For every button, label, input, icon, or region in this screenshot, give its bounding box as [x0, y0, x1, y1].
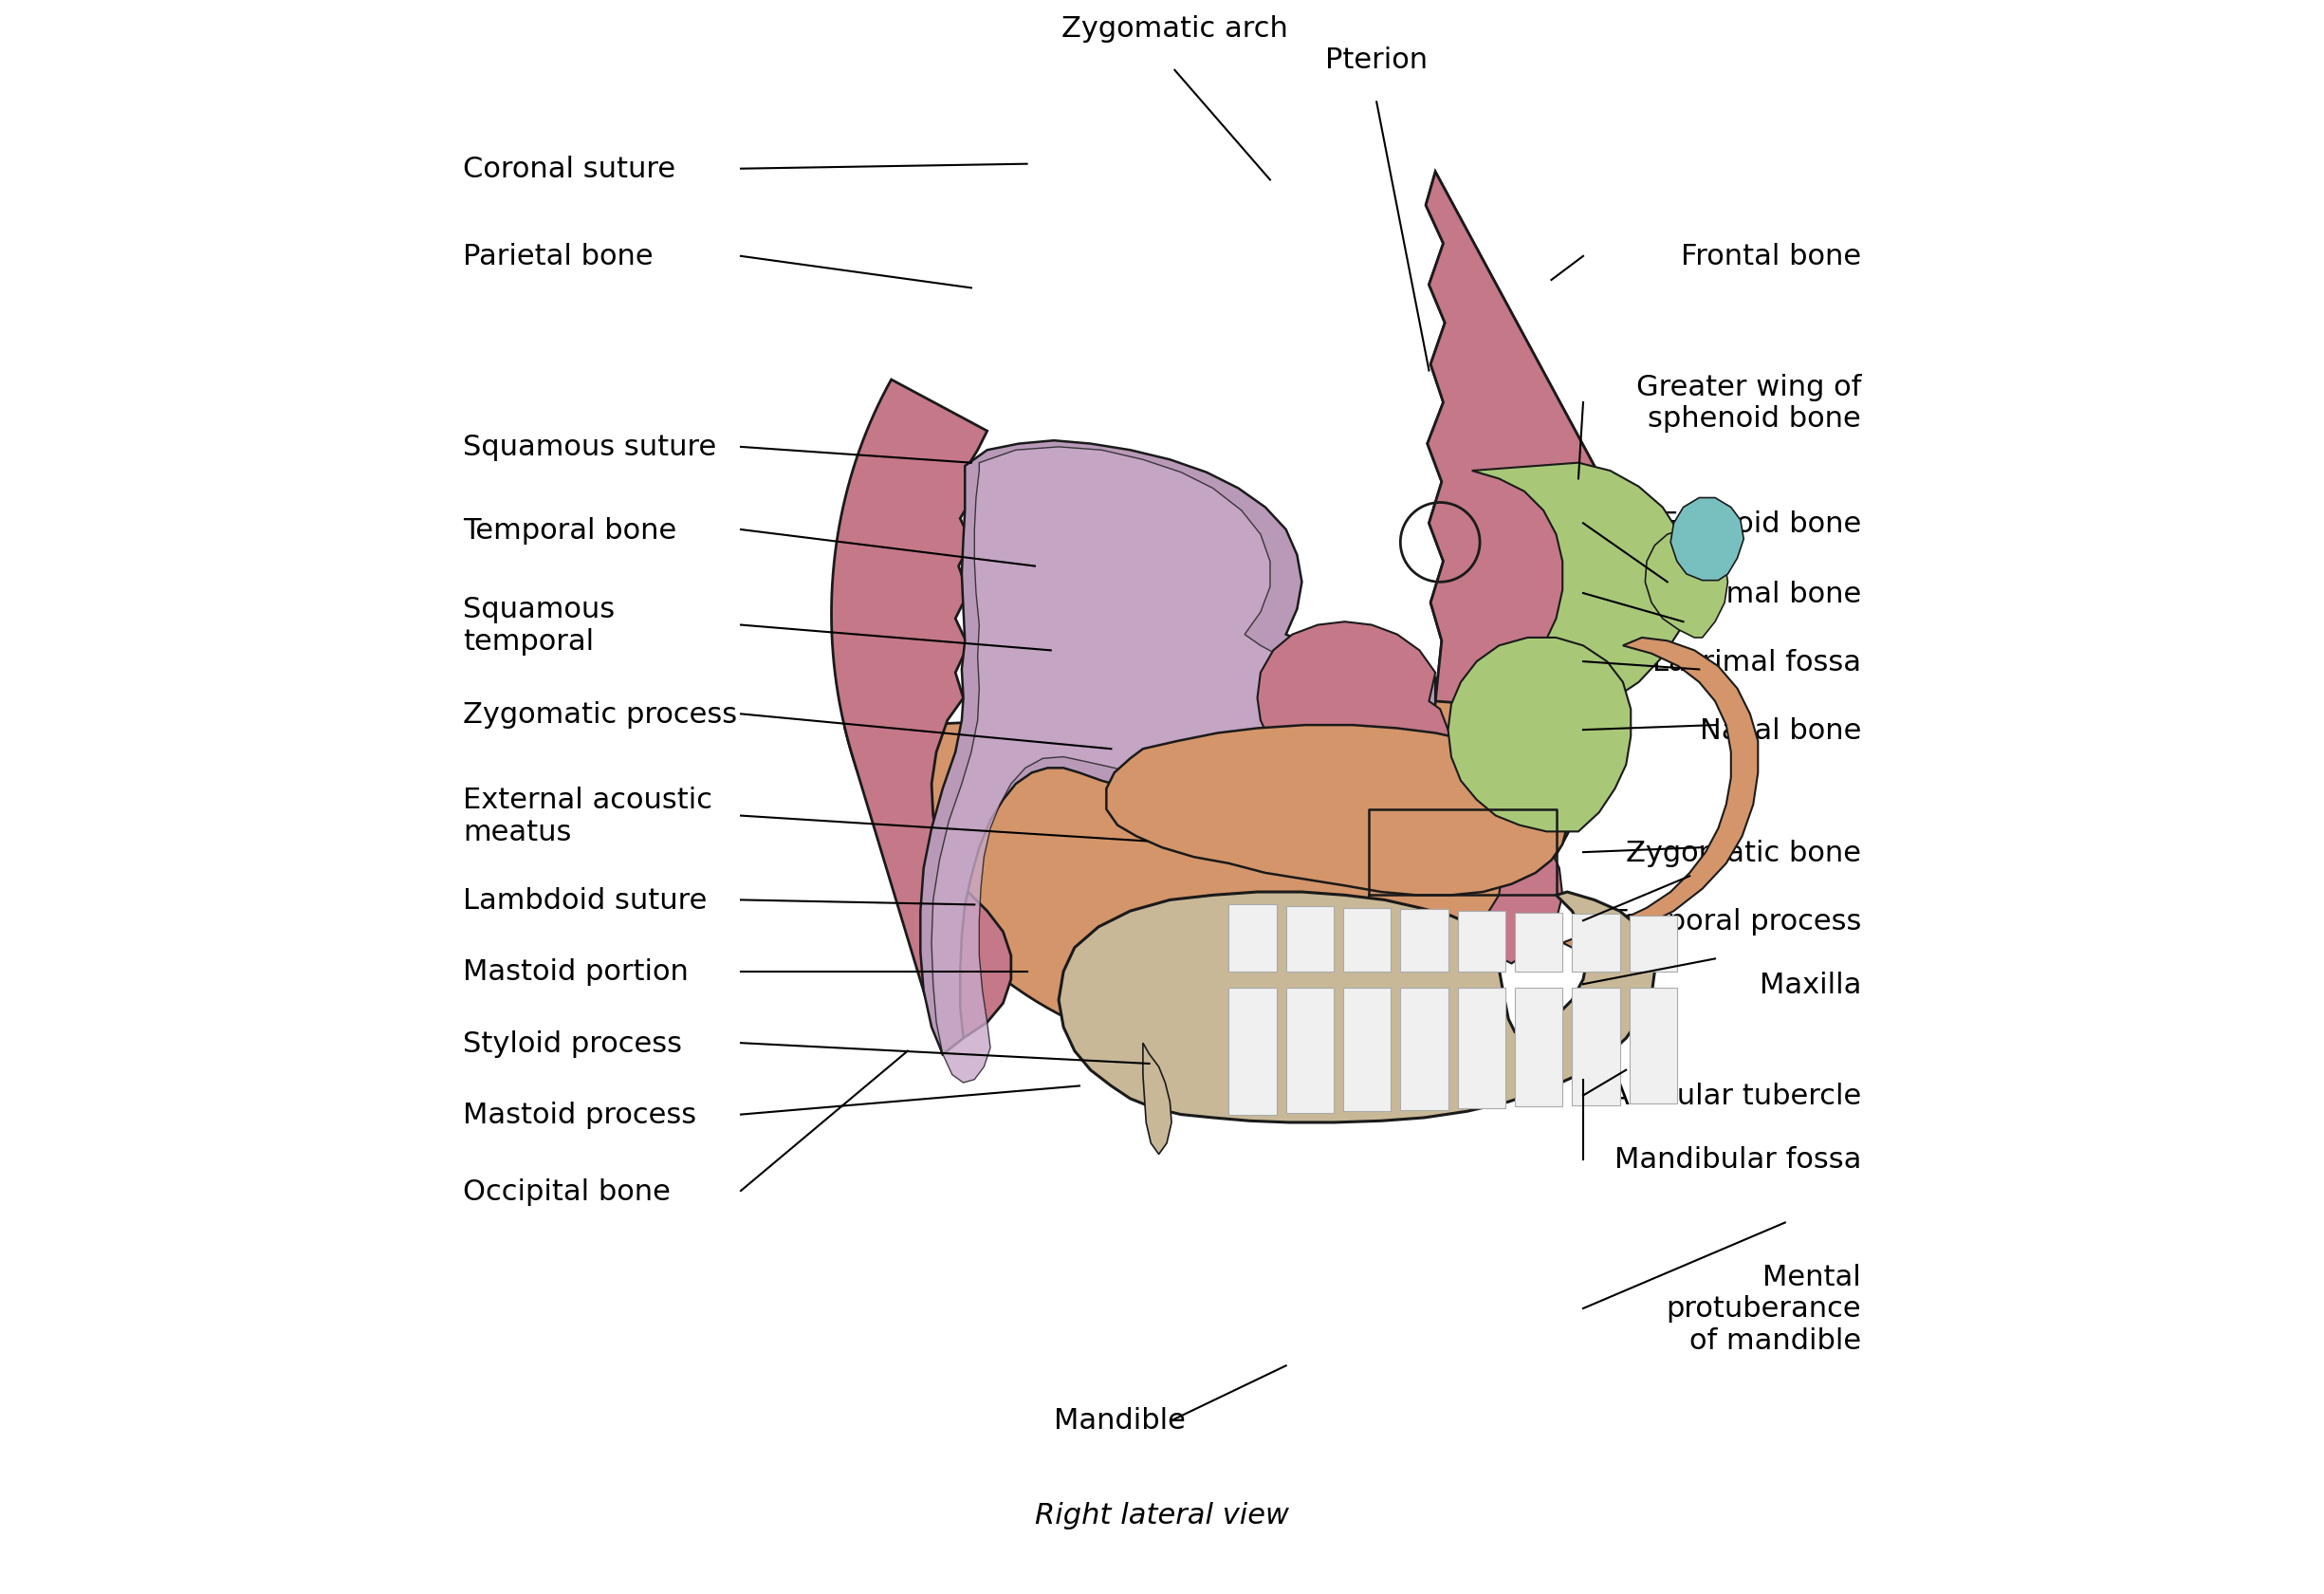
Polygon shape [1645, 531, 1727, 638]
Polygon shape [1515, 988, 1562, 1106]
Polygon shape [1471, 464, 1690, 720]
Polygon shape [1629, 917, 1678, 972]
Text: Frontal bone: Frontal bone [1680, 242, 1862, 271]
Polygon shape [1401, 910, 1448, 972]
Text: Nasal bone: Nasal bone [1699, 717, 1862, 744]
Text: Maxilla: Maxilla [1759, 971, 1862, 998]
Polygon shape [1571, 915, 1620, 972]
Text: Mental
protuberance
of mandible: Mental protuberance of mandible [1666, 1262, 1862, 1355]
Text: Temporal bone: Temporal bone [462, 516, 676, 544]
Text: Ethmoid bone: Ethmoid bone [1659, 510, 1862, 537]
Polygon shape [932, 448, 1425, 1082]
Text: Mastoid process: Mastoid process [462, 1101, 697, 1129]
Text: Zygomatic bone: Zygomatic bone [1627, 838, 1862, 867]
Polygon shape [1229, 988, 1276, 1114]
Polygon shape [1629, 988, 1678, 1103]
Text: Pterion: Pterion [1325, 46, 1427, 75]
Text: Squamous
temporal: Squamous temporal [462, 596, 614, 655]
Text: Mandibular fossa: Mandibular fossa [1615, 1146, 1862, 1173]
Text: Lacrimal fossa: Lacrimal fossa [1652, 649, 1862, 676]
Polygon shape [1457, 912, 1506, 972]
Text: Occipital bone: Occipital bone [462, 1178, 669, 1205]
Polygon shape [1257, 622, 1562, 964]
Polygon shape [1562, 638, 1757, 948]
Polygon shape [1671, 499, 1743, 580]
Polygon shape [1515, 913, 1562, 972]
Text: Greater wing of
sphenoid bone: Greater wing of sphenoid bone [1636, 373, 1862, 432]
Text: External acoustic
meatus: External acoustic meatus [462, 786, 711, 846]
Polygon shape [1427, 172, 1620, 963]
Polygon shape [1285, 907, 1334, 972]
Polygon shape [1106, 725, 1566, 896]
Polygon shape [1343, 909, 1390, 972]
Polygon shape [1285, 988, 1334, 1113]
Text: Mastoid portion: Mastoid portion [462, 958, 688, 985]
Polygon shape [920, 442, 1436, 1054]
Polygon shape [1143, 1042, 1171, 1154]
Text: Temporal process: Temporal process [1608, 907, 1862, 934]
Polygon shape [1571, 988, 1620, 1105]
Text: Squamous suture: Squamous suture [462, 434, 716, 461]
Polygon shape [1457, 988, 1506, 1108]
Text: Right lateral view: Right lateral view [1034, 1502, 1290, 1529]
Text: Coronal suture: Coronal suture [462, 156, 676, 183]
Polygon shape [1401, 988, 1448, 1109]
Text: Zygomatic arch: Zygomatic arch [1062, 14, 1287, 43]
Polygon shape [846, 172, 1620, 1055]
Text: Parietal bone: Parietal bone [462, 242, 653, 271]
Polygon shape [1229, 905, 1276, 972]
Text: Mandible: Mandible [1053, 1406, 1185, 1433]
Text: Styloid process: Styloid process [462, 1030, 681, 1057]
Text: Zygomatic process: Zygomatic process [462, 701, 737, 728]
Polygon shape [832, 381, 1011, 1054]
Text: Articular tubercle: Articular tubercle [1611, 1082, 1862, 1109]
Polygon shape [1343, 988, 1390, 1111]
Text: Lambdoid suture: Lambdoid suture [462, 886, 706, 913]
Text: Lacrimal bone: Lacrimal bone [1657, 580, 1862, 607]
Polygon shape [1448, 638, 1631, 832]
Polygon shape [1060, 893, 1655, 1122]
